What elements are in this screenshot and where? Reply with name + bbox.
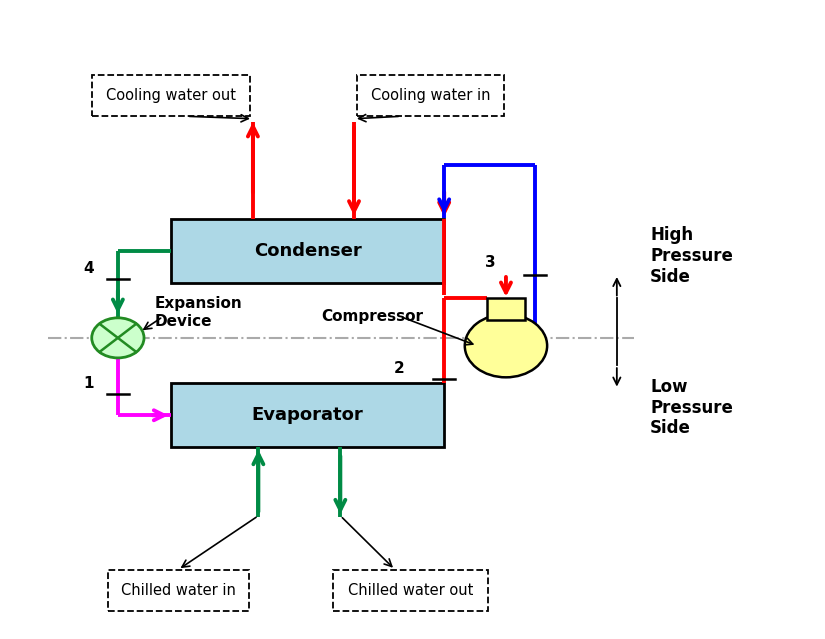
Text: Compressor: Compressor	[322, 309, 423, 324]
Text: Cooling water in: Cooling water in	[370, 88, 490, 103]
Text: Condenser: Condenser	[253, 242, 361, 260]
Text: High
Pressure
Side: High Pressure Side	[650, 226, 733, 286]
Text: 2: 2	[394, 360, 404, 376]
FancyBboxPatch shape	[171, 383, 444, 447]
FancyBboxPatch shape	[171, 220, 444, 283]
Text: Cooling water out: Cooling water out	[106, 88, 236, 103]
Text: Chilled water in: Chilled water in	[120, 583, 235, 598]
Text: Chilled water out: Chilled water out	[348, 583, 474, 598]
Text: Expansion
Device: Expansion Device	[155, 296, 243, 328]
Text: 4: 4	[83, 261, 94, 276]
Text: Low
Pressure
Side: Low Pressure Side	[650, 378, 733, 438]
FancyBboxPatch shape	[487, 298, 525, 320]
FancyBboxPatch shape	[357, 75, 503, 116]
Circle shape	[92, 318, 144, 358]
Text: Evaporator: Evaporator	[252, 406, 364, 424]
Text: 3: 3	[484, 256, 495, 270]
FancyBboxPatch shape	[92, 75, 250, 116]
FancyBboxPatch shape	[107, 570, 248, 611]
Text: 1: 1	[83, 376, 94, 391]
Circle shape	[464, 314, 547, 377]
FancyBboxPatch shape	[333, 570, 488, 611]
